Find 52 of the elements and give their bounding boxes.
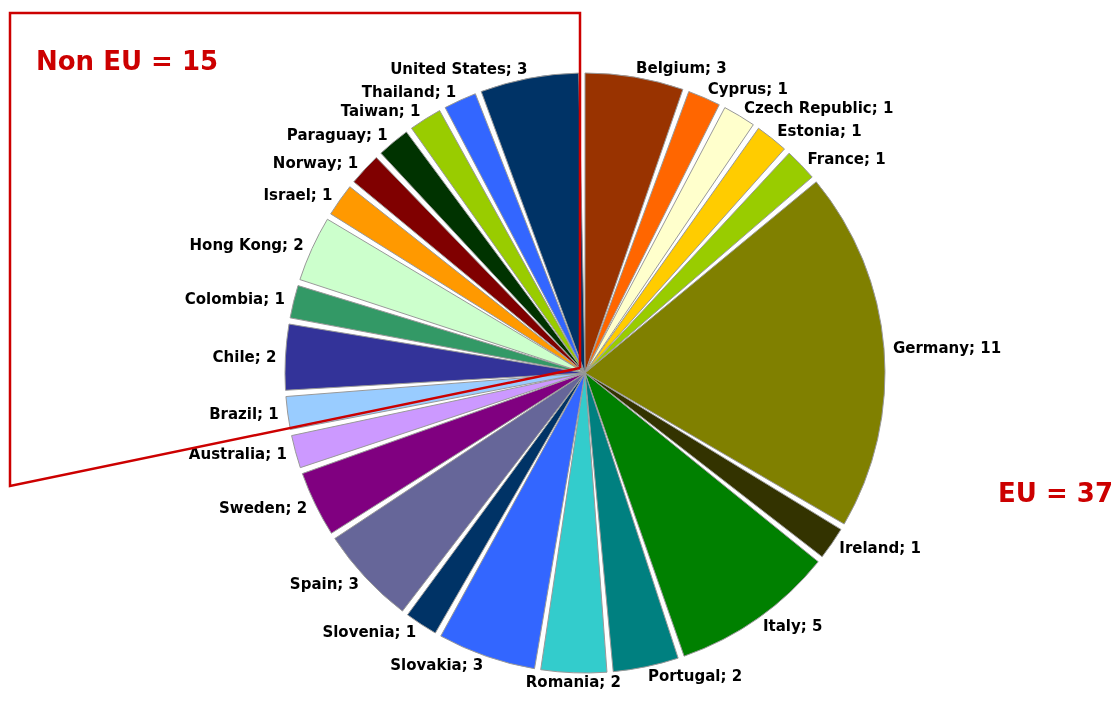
data-label: ; 2 (720, 666, 743, 685)
data-label: ; 2 (285, 499, 308, 518)
slice-label: Cyprus (707, 80, 767, 99)
data-label: ; 1 (263, 290, 285, 309)
data-label: ; 2 (282, 235, 304, 254)
slice-label: Hong Kong (189, 235, 283, 254)
data-label: ; 3 (461, 655, 484, 674)
slice-label: Colombia (184, 290, 264, 309)
slice-label: Italy (762, 616, 801, 635)
slice-label: Slovenia (322, 622, 395, 641)
text: EU = 37 (998, 478, 1113, 508)
slice-label: Israel (263, 185, 311, 204)
data-label: ; 3 (337, 574, 360, 593)
data-label: ; 1 (899, 539, 921, 558)
data-label: ; 1 (839, 122, 862, 141)
slice-label: Thailand (361, 83, 435, 102)
data-label: ; 1 (365, 126, 388, 145)
data-label: ; 5 (800, 616, 823, 635)
slice-label: United States (390, 60, 506, 79)
data-label: ; 1 (766, 80, 788, 99)
data-label: ; 3 (705, 59, 727, 78)
data-label: ; 2 (254, 347, 277, 366)
slice-label: Australia (188, 445, 266, 464)
data-label: ; 1 (310, 185, 333, 204)
data-label: ; 1 (336, 154, 359, 173)
data-label: ; 1 (265, 445, 287, 464)
slice-label: Belgium (636, 59, 706, 78)
data-label: ; 1 (394, 622, 417, 641)
slice-label: Slovakia (390, 655, 462, 674)
slice-label: Paraguay (286, 126, 367, 145)
data-label: ; 1 (398, 102, 421, 121)
data-label: ; 11 (969, 338, 1002, 357)
slice-label: Ireland (839, 539, 900, 558)
slice-label: Germany (892, 338, 970, 357)
slice-label: Portugal (647, 666, 721, 685)
data-label: ; 1 (257, 405, 279, 424)
slice-label: Chile (212, 347, 255, 366)
slice-label: Romania (525, 672, 600, 691)
slice-label: Spain (289, 574, 338, 593)
slice-label: Norway (272, 154, 337, 173)
data-label: ; 1 (871, 99, 894, 118)
slice-label: Taiwan (340, 102, 399, 121)
data-label: ; 2 (599, 672, 622, 691)
slice-label: Czech Republic (743, 99, 872, 118)
data-label: ; 1 (864, 149, 886, 168)
text: Non EU = 15 (36, 46, 219, 76)
slice-label: Sweden (219, 499, 286, 518)
data-label: ; 3 (505, 60, 528, 79)
slice-label: Estonia (777, 122, 840, 141)
slice-label: France (807, 149, 865, 168)
data-label: ; 1 (434, 83, 457, 102)
slice-label: Brazil (209, 405, 258, 424)
